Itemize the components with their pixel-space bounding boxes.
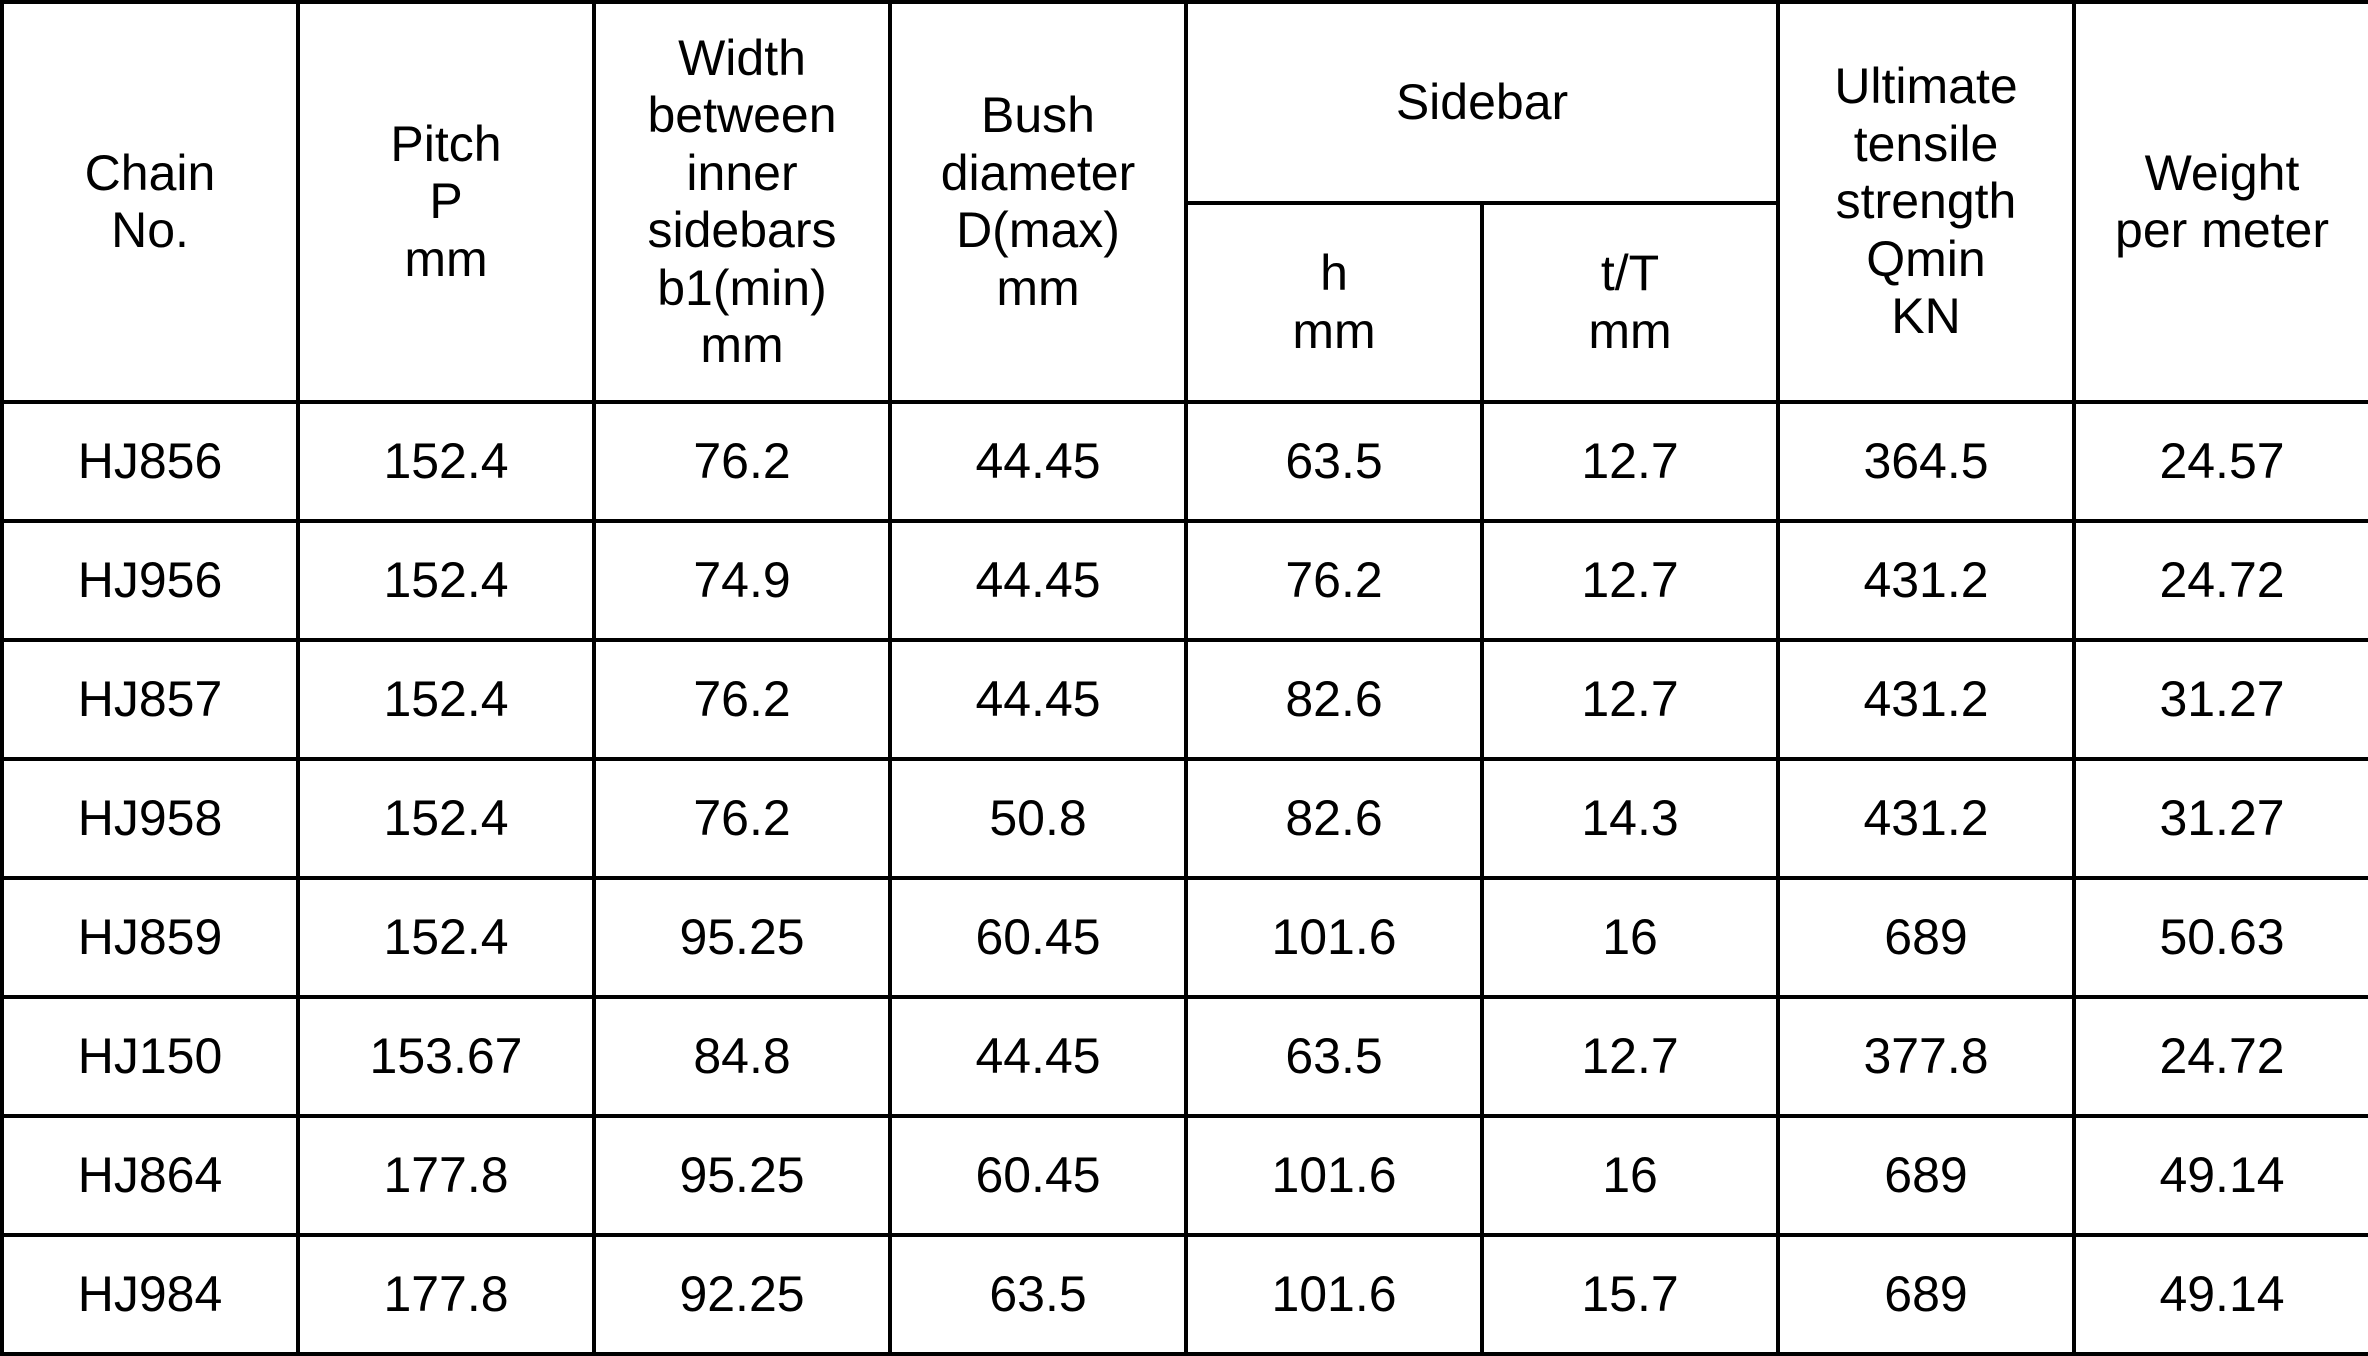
table-cell: 101.6 (1184, 876, 1484, 999)
table-cell: 76.2 (592, 757, 892, 880)
table-row-hj856: HJ856 152.4 76.2 44.45 63.5 12.7 364.5 2… (0, 400, 2368, 523)
chain-no-cell: HJ856 (0, 400, 300, 523)
table-cell: 152.4 (296, 876, 596, 999)
table-cell: 689 (1776, 876, 2076, 999)
table-cell: 31.27 (2072, 757, 2368, 880)
table-row-hj864: HJ864 177.8 95.25 60.45 101.6 16 689 49.… (0, 1114, 2368, 1237)
col-header-sidebar-tt: t/T mm (1480, 201, 1780, 404)
table-cell: 152.4 (296, 519, 596, 642)
table-cell: 82.6 (1184, 757, 1484, 880)
table-cell: 44.45 (888, 400, 1188, 523)
table-cell: 12.7 (1480, 400, 1780, 523)
col-header-ultimate-tensile: Ultimate tensile strength Qmin KN (1776, 0, 2076, 404)
table-cell: 60.45 (888, 876, 1188, 999)
table-cell: 50.8 (888, 757, 1188, 880)
chain-no-cell: HJ984 (0, 1233, 300, 1356)
table-cell: 12.7 (1480, 519, 1780, 642)
table-cell: 76.2 (592, 638, 892, 761)
table-cell: 14.3 (1480, 757, 1780, 880)
table-row-hj956: HJ956 152.4 74.9 44.45 76.2 12.7 431.2 2… (0, 519, 2368, 642)
table-cell: 364.5 (1776, 400, 2076, 523)
table-cell: 152.4 (296, 757, 596, 880)
table-cell: 95.25 (592, 1114, 892, 1237)
table-row-hj859: HJ859 152.4 95.25 60.45 101.6 16 689 50.… (0, 876, 2368, 999)
chain-no-cell: HJ864 (0, 1114, 300, 1237)
col-header-chain-no: Chain No. (0, 0, 300, 404)
col-header-weight-per-meter: Weight per meter (2072, 0, 2368, 404)
col-header-width-inner-sidebars: Width between inner sidebars b1(min) mm (592, 0, 892, 404)
col-header-sidebar-h: h mm (1184, 201, 1484, 404)
header-row-top: Chain No. Pitch P mm Width between inner… (0, 0, 2368, 404)
table-cell: 60.45 (888, 1114, 1188, 1237)
table-cell: 16 (1480, 1114, 1780, 1237)
table-cell: 12.7 (1480, 995, 1780, 1118)
table-cell: 84.8 (592, 995, 892, 1118)
table-cell: 63.5 (888, 1233, 1188, 1356)
table-cell: 177.8 (296, 1114, 596, 1237)
table-cell: 49.14 (2072, 1233, 2368, 1356)
table-row-hj150: HJ150 153.67 84.8 44.45 63.5 12.7 377.8 … (0, 995, 2368, 1118)
table-cell: 689 (1776, 1114, 2076, 1237)
col-header-sidebar-group: Sidebar (1184, 0, 1780, 205)
table-cell: 101.6 (1184, 1114, 1484, 1237)
table-cell: 177.8 (296, 1233, 596, 1356)
table-row-hj857: HJ857 152.4 76.2 44.45 82.6 12.7 431.2 3… (0, 638, 2368, 761)
table-cell: 152.4 (296, 638, 596, 761)
table-cell: 49.14 (2072, 1114, 2368, 1237)
table-cell: 76.2 (1184, 519, 1484, 642)
table-cell: 101.6 (1184, 1233, 1484, 1356)
table-cell: 63.5 (1184, 400, 1484, 523)
table-cell: 44.45 (888, 519, 1188, 642)
table-cell: 24.72 (2072, 519, 2368, 642)
table-cell: 16 (1480, 876, 1780, 999)
table-cell: 153.67 (296, 995, 596, 1118)
table-cell: 431.2 (1776, 638, 2076, 761)
table-cell: 431.2 (1776, 757, 2076, 880)
table-cell: 377.8 (1776, 995, 2076, 1118)
table-cell: 431.2 (1776, 519, 2076, 642)
table-cell: 63.5 (1184, 995, 1484, 1118)
table-row-hj984: HJ984 177.8 92.25 63.5 101.6 15.7 689 49… (0, 1233, 2368, 1356)
table-cell: 74.9 (592, 519, 892, 642)
table-cell: 95.25 (592, 876, 892, 999)
chain-no-cell: HJ958 (0, 757, 300, 880)
col-header-bush-diameter: Bush diameter D(max) mm (888, 0, 1188, 404)
chain-no-cell: HJ956 (0, 519, 300, 642)
table-cell: 12.7 (1480, 638, 1780, 761)
table-cell: 152.4 (296, 400, 596, 523)
table-cell: 76.2 (592, 400, 892, 523)
table-cell: 92.25 (592, 1233, 892, 1356)
table-cell: 44.45 (888, 638, 1188, 761)
chain-no-cell: HJ150 (0, 995, 300, 1118)
table-row-hj958: HJ958 152.4 76.2 50.8 82.6 14.3 431.2 31… (0, 757, 2368, 880)
header-row-sub: h mm t/T mm (2, 201, 2368, 404)
chain-no-cell: HJ857 (0, 638, 300, 761)
col-header-pitch: Pitch P mm (296, 0, 596, 404)
table-cell: 689 (1776, 1233, 2076, 1356)
table-cell: 31.27 (2072, 638, 2368, 761)
table-cell: 82.6 (1184, 638, 1484, 761)
table-cell: 24.72 (2072, 995, 2368, 1118)
table-cell: 44.45 (888, 995, 1188, 1118)
table-cell: 15.7 (1480, 1233, 1780, 1356)
table-cell: 50.63 (2072, 876, 2368, 999)
table-cell: 24.57 (2072, 400, 2368, 523)
chain-no-cell: HJ859 (0, 876, 300, 999)
